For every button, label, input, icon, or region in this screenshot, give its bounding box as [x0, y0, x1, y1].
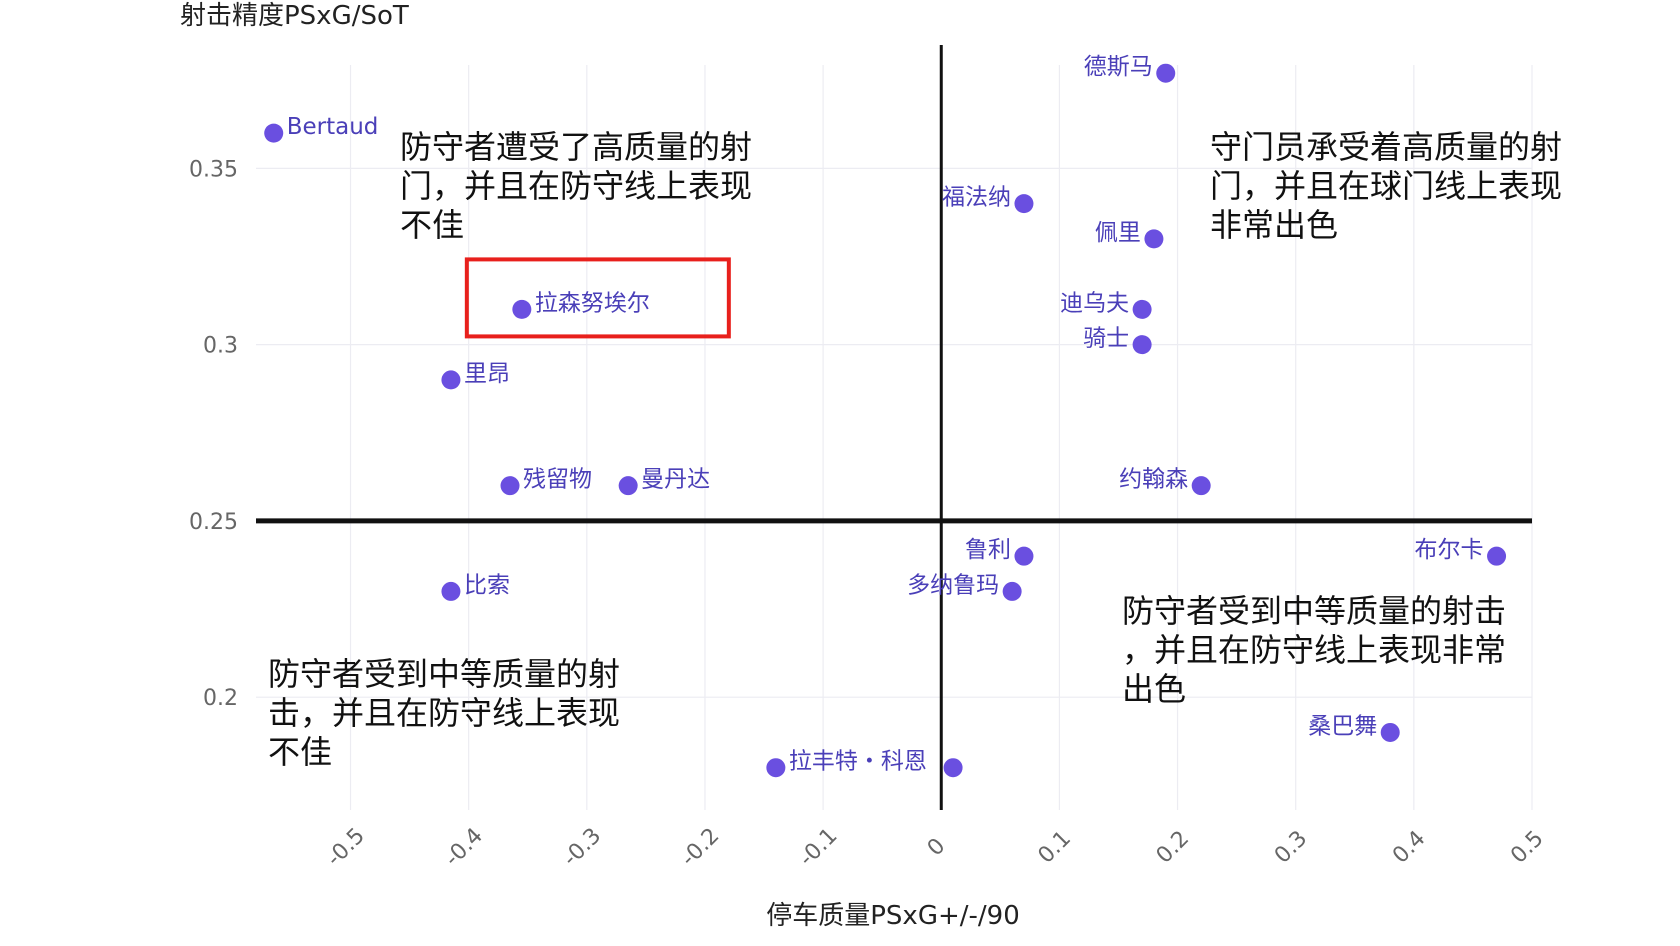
point-label: 迪乌夫 — [1060, 290, 1129, 316]
point-label: 拉森努埃尔 — [535, 290, 650, 316]
quadrant-annotations: 防守者遭受了高质量的射门，并且在防守线上表现不佳守门员承受着高质量的射门，并且在… — [268, 128, 1562, 771]
data-point — [1144, 229, 1164, 249]
data-point — [1156, 63, 1176, 83]
y-axis-title: 射击精度PSxG/SoT — [180, 1, 409, 31]
annotation-top-left: 不佳 — [400, 206, 464, 244]
y-tick-labels: 0.2 0.25 0.3 0.35 — [189, 157, 238, 711]
x-axis-title: 停车质量PSxG+/-/90 — [766, 901, 1020, 931]
x-tick-label: -0.1 — [794, 823, 842, 871]
highlight-box — [464, 257, 731, 339]
y-tick-label: 0.25 — [189, 510, 238, 535]
point-label: 多纳鲁玛 — [907, 572, 999, 598]
annotation-top-right: 非常出色 — [1210, 206, 1338, 244]
data-point — [1014, 194, 1034, 214]
reference-lines — [256, 45, 1532, 810]
data-point — [766, 758, 786, 778]
x-tick-label: 0.3 — [1270, 826, 1312, 868]
x-tick-label: 0 — [923, 834, 951, 862]
data-point — [1191, 476, 1211, 496]
annotation-top-right: 门，并且在球门线上表现 — [1210, 167, 1562, 205]
annotation-bottom-right: ，并且在防守线上表现非常 — [1122, 631, 1506, 669]
point-label: 拉丰特・科恩 — [789, 749, 927, 775]
data-point — [1002, 581, 1022, 601]
x-tick-label: -0.5 — [322, 823, 370, 871]
x-tick-label: 0.2 — [1152, 826, 1194, 868]
annotation-bottom-right: 防守者受到中等质量的射击 — [1122, 592, 1506, 630]
point-label: 福法纳 — [942, 185, 1011, 211]
data-point — [1487, 546, 1507, 566]
x-tick-labels: -0.5 -0.4 -0.3 -0.2 -0.1 0 0.1 0.2 0.3 0.4 0.5 — [322, 823, 1549, 871]
y-tick-label: 0.3 — [203, 334, 238, 359]
data-point — [441, 370, 461, 390]
annotation-bottom-right: 出色 — [1122, 670, 1186, 708]
annotation-top-left: 防守者遭受了高质量的射 — [400, 128, 752, 166]
x-tick-label: -0.4 — [440, 823, 488, 871]
annotation-bottom-left: 不佳 — [268, 733, 332, 771]
point-label: 佩里 — [1095, 220, 1141, 246]
data-point — [500, 476, 520, 496]
data-point — [1132, 335, 1152, 355]
data-point — [1132, 299, 1152, 319]
x-tick-label: 0.5 — [1506, 826, 1548, 868]
x-tick-label: 0.4 — [1388, 826, 1430, 868]
point-label: 德斯马 — [1084, 54, 1153, 80]
x-tick-label: -0.3 — [558, 823, 606, 871]
data-point — [618, 476, 638, 496]
point-label: 鲁利 — [965, 537, 1011, 563]
annotation-top-right: 守门员承受着高质量的射 — [1210, 128, 1562, 166]
x-tick-label: -0.2 — [676, 823, 724, 871]
y-tick-label: 0.2 — [203, 686, 238, 711]
data-point — [1014, 546, 1034, 566]
point-label: 比索 — [464, 572, 510, 598]
data-point — [441, 581, 461, 601]
point-label: 布尔卡 — [1415, 537, 1484, 563]
point-label: 曼丹达 — [641, 467, 710, 493]
point-label: 约翰森 — [1119, 467, 1188, 493]
annotation-top-left: 门，并且在防守线上表现 — [400, 167, 752, 205]
annotation-bottom-left: 击，并且在防守线上表现 — [268, 694, 620, 732]
annotation-bottom-left: 防守者受到中等质量的射 — [268, 655, 620, 693]
x-tick-label: 0.1 — [1034, 826, 1076, 868]
data-point — [264, 123, 284, 143]
point-label: 残留物 — [523, 467, 592, 493]
point-label: 骑士 — [1083, 326, 1129, 352]
point-label: 桑巴舞 — [1308, 713, 1377, 739]
point-label: Bertaud — [287, 114, 379, 140]
data-point — [512, 299, 532, 319]
data-point — [943, 758, 963, 778]
y-tick-label: 0.35 — [189, 157, 238, 182]
data-point — [1380, 722, 1400, 742]
point-label: 里昂 — [464, 361, 510, 387]
